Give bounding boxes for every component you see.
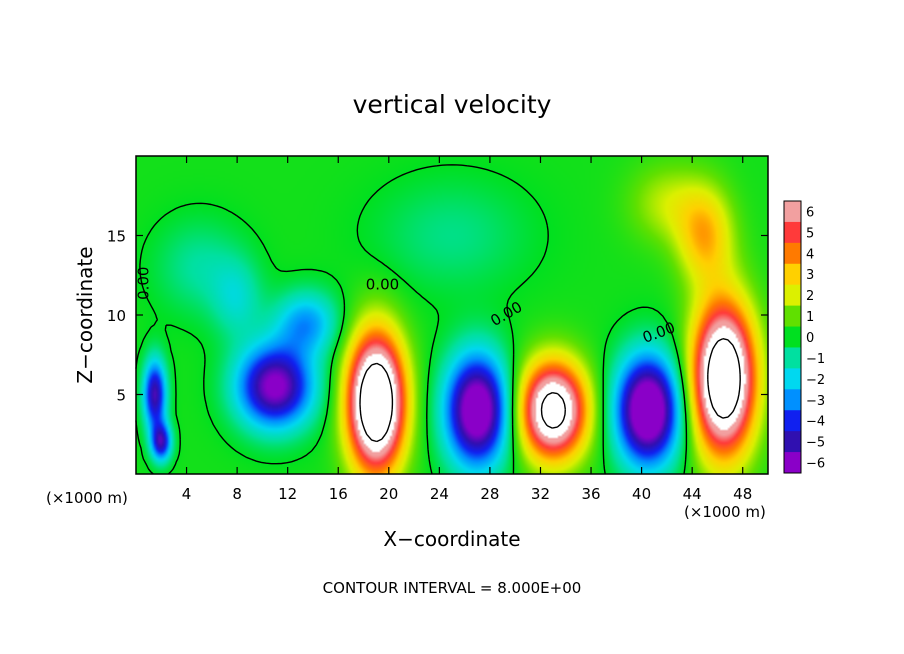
- colorbar-tick-label: 3: [806, 268, 814, 283]
- x-tick-label: 32: [531, 485, 550, 503]
- x-tick-label: 4: [182, 485, 192, 503]
- x-tick-label: 12: [278, 485, 297, 503]
- chart-title: vertical velocity: [353, 90, 552, 119]
- x-tick-label: 40: [632, 485, 651, 503]
- contour-zero: [135, 164, 688, 475]
- colorbar-tick-label: 1: [806, 310, 814, 325]
- plot-area: 0.000.000.000.00 4 8 12 16 20 24 28 32 36 40 44 48 …: [107, 155, 769, 503]
- colorbar-swatch: [784, 452, 801, 474]
- colorbar-swatch: [784, 410, 801, 432]
- x-axis-label: X−coordinate: [383, 527, 520, 551]
- colorbar-swatch: [784, 431, 801, 453]
- colorbar-frame: [783, 200, 802, 474]
- x-tick-label: 36: [581, 485, 600, 503]
- y-tick-label: 15: [107, 228, 126, 246]
- colorbar-tick-label: −1: [806, 352, 825, 367]
- colorbar-tick-label: 4: [806, 247, 814, 262]
- contour-lines: [135, 164, 741, 475]
- x-tick-label: 48: [733, 485, 752, 503]
- colorbar-swatch: [784, 347, 801, 369]
- colorbar-swatch: [784, 284, 801, 307]
- x-tick-label: 16: [329, 485, 348, 503]
- x-axis-ticks: 4 8 12 16 20 24 28 32 36 40 44 48: [182, 156, 752, 503]
- colorbar-swatch: [784, 326, 801, 348]
- colorbar-swatch: [784, 242, 801, 265]
- x-tick-label: 44: [683, 485, 702, 503]
- contour-interval-note: CONTOUR INTERVAL = 8.000E+00: [323, 579, 582, 597]
- colorbar-swatch: [784, 305, 801, 328]
- velocity-heatmap: [136, 156, 768, 474]
- colorbar: 6 5 4 3 2 1 0 −1 −2 −3 −4 −5 −6: [783, 200, 825, 474]
- y-tick-label: 5: [116, 387, 126, 405]
- colorbar-tick-label: −6: [806, 457, 825, 472]
- colorbar-tick-label: 6: [806, 205, 814, 220]
- x-tick-label: 20: [379, 485, 398, 503]
- x-unit-right: (×1000 m): [684, 503, 766, 521]
- y-axis-label: Z−coordinate: [73, 246, 97, 383]
- colorbar-tick-label: −4: [806, 415, 825, 430]
- contour-label: 0.00: [135, 266, 153, 299]
- colorbar-swatch: [784, 389, 801, 411]
- contour-positive: [359, 338, 741, 443]
- x-unit-left: (×1000 m): [46, 489, 128, 507]
- x-tick-label: 28: [480, 485, 499, 503]
- colorbar-tick-label: −3: [806, 394, 825, 409]
- contour-label: 0.00: [366, 276, 399, 294]
- colorbar-swatch: [784, 263, 801, 286]
- colorbar-tick-label: 5: [806, 226, 814, 241]
- x-tick-label: 8: [232, 485, 242, 503]
- colorbar-swatch: [784, 201, 801, 223]
- colorbar-swatch: [784, 368, 801, 390]
- x-tick-label: 24: [430, 485, 449, 503]
- y-axis-ticks: 5 10 15: [107, 228, 768, 405]
- y-tick-label: 10: [107, 307, 126, 325]
- colorbar-tick-label: −2: [806, 373, 825, 388]
- colorbar-tick-label: −5: [806, 436, 825, 451]
- colorbar-tick-label: 0: [806, 331, 814, 346]
- colorbar-tick-label: 2: [806, 289, 814, 304]
- colorbar-swatch: [784, 221, 801, 244]
